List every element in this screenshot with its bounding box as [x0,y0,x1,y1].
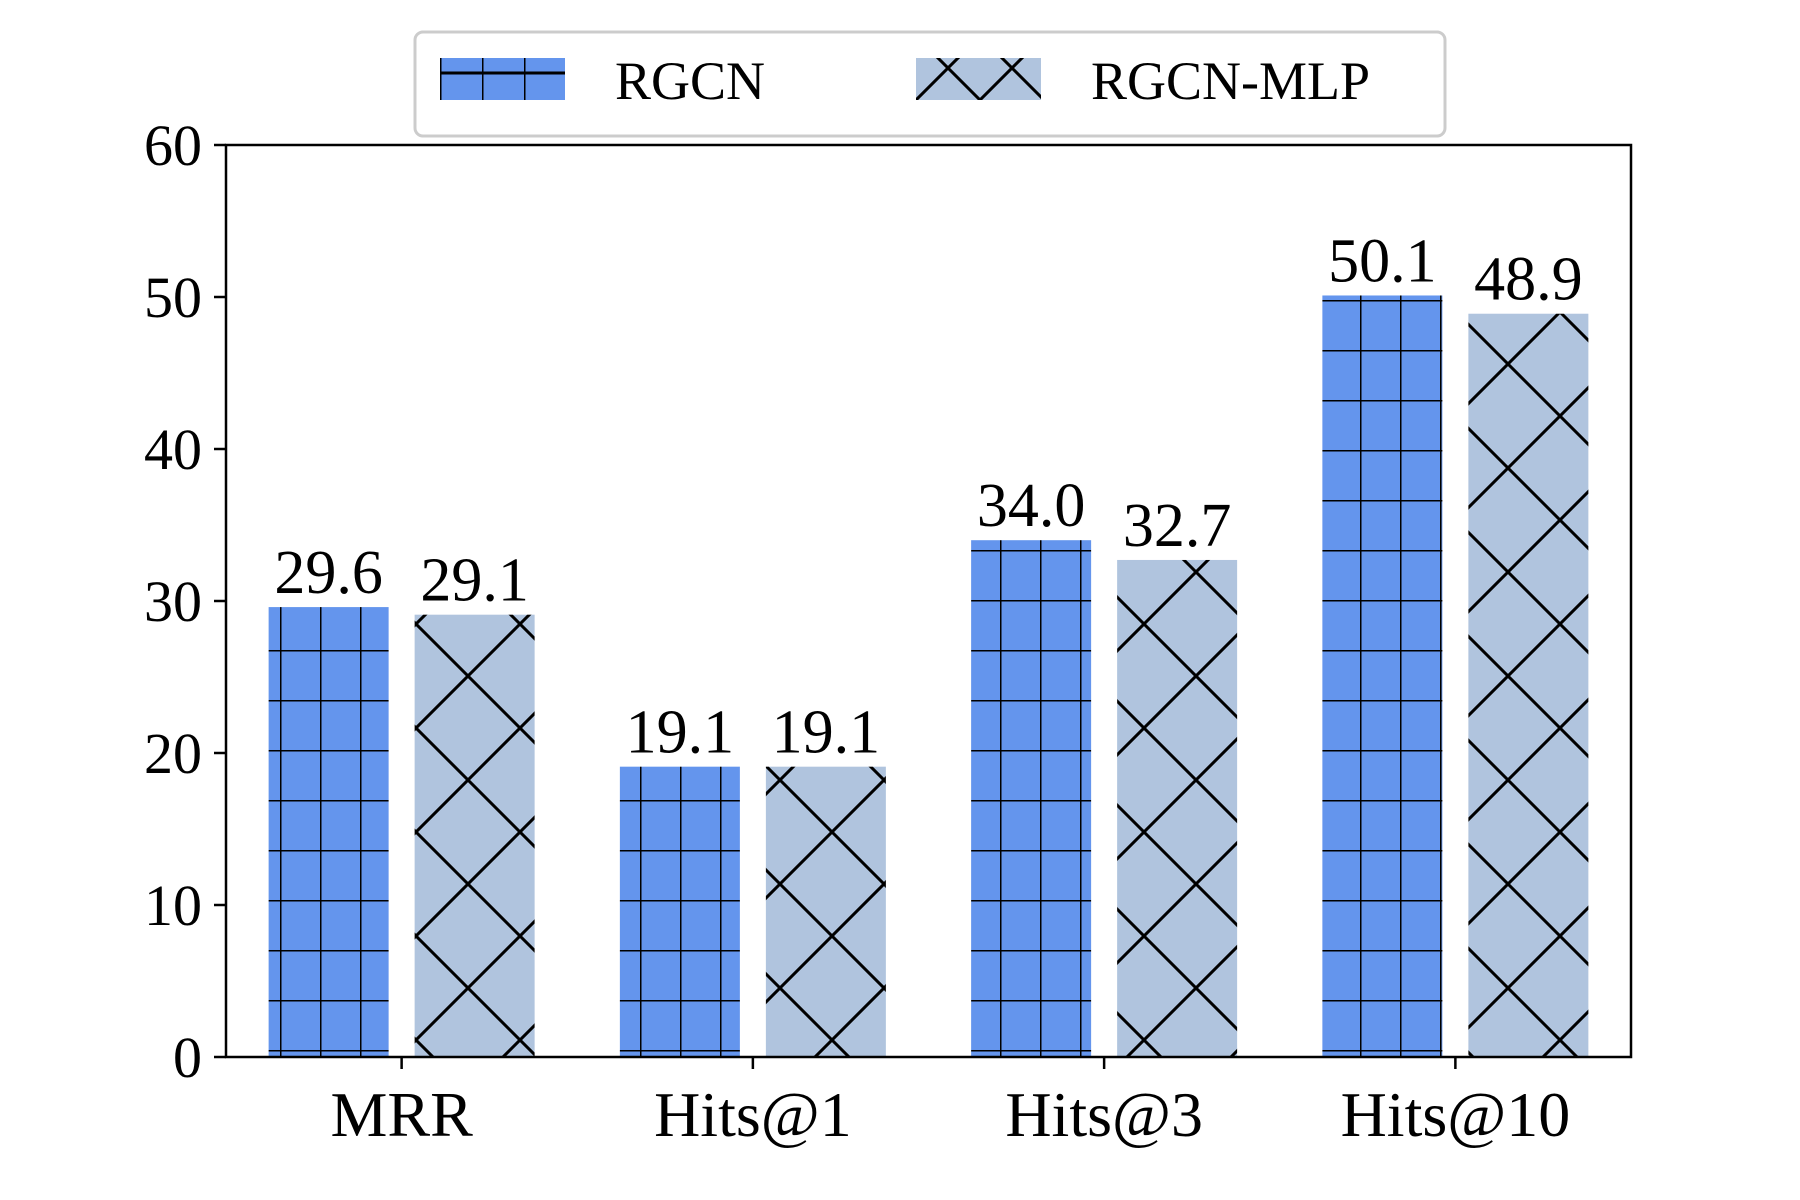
legend: RGCN RGCN-MLP [413,30,1447,138]
y-tick-label: 30 [144,569,202,634]
value-label-rgcn-mlp-mrr: 29.1 [420,547,529,615]
y-tick-label: 40 [144,417,202,482]
x-tick-label: Hits@10 [1341,1079,1571,1150]
value-label-rgcn-mlp-hits-1: 19.1 [772,699,881,767]
bar-rgcn-mlp-mrr [414,614,535,1057]
value-label-rgcn-hits-3: 34.0 [977,472,1086,540]
legend-label-rgcn-mlp: RGCN-MLP [1091,51,1370,111]
bar-rgcn-hits-1 [619,766,740,1057]
bar-rgcn-mlp-hits-1 [765,766,886,1057]
value-labels-layer: 29.6 29.1 19.1 19.1 34.0 32.7 50.1 48.9 [274,227,1582,766]
bar-rgcn-mlp-hits-3 [1117,559,1238,1057]
value-label-rgcn-hits-10: 50.1 [1328,227,1437,295]
value-label-rgcn-hits-1: 19.1 [626,699,735,767]
x-tick-label: Hits@3 [1005,1079,1203,1150]
value-label-rgcn-mlp-hits-10: 48.9 [1474,246,1583,314]
x-tick-label: MRR [330,1079,473,1150]
y-tick-label: 10 [144,873,202,938]
y-tick-label: 60 [144,113,202,178]
y-axis: 0 10 20 30 40 50 60 [144,113,226,1090]
legend-swatch-rgcn [440,58,565,100]
y-tick-label: 0 [173,1025,202,1090]
x-tick-label: Hits@1 [654,1079,852,1150]
bar-rgcn-hits-3 [971,540,1092,1057]
y-tick-label: 50 [144,265,202,330]
legend-label-rgcn: RGCN [615,51,765,111]
legend-swatch-rgcn-mlp [916,58,1041,100]
x-axis: MRR Hits@1 Hits@3 Hits@10 [330,1057,1570,1150]
value-label-rgcn-mrr: 29.6 [274,539,383,607]
bar-rgcn-mrr [268,607,389,1057]
bar-rgcn-hits-10 [1322,295,1443,1058]
value-label-rgcn-mlp-hits-3: 32.7 [1123,492,1232,560]
bars-layer [268,295,1589,1058]
bar-rgcn-mlp-hits-10 [1468,313,1589,1058]
y-tick-label: 20 [144,721,202,786]
